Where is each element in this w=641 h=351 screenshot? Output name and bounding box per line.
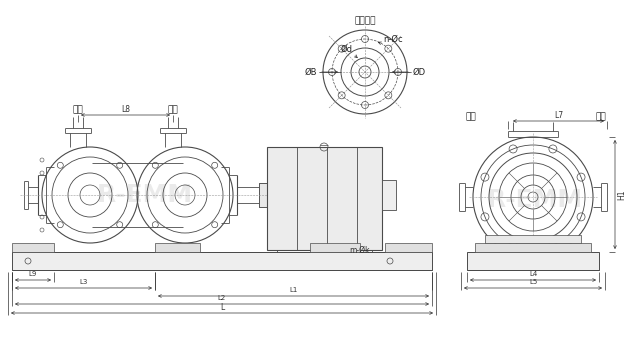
Text: L1: L1 [289, 287, 297, 293]
Text: L7: L7 [554, 111, 563, 119]
Text: R-EMM: R-EMM [97, 183, 193, 207]
Text: L3: L3 [79, 279, 88, 285]
Text: H1: H1 [617, 189, 626, 200]
Text: Ød: Ød [341, 45, 353, 53]
Bar [385, 243, 432, 252]
Text: L8: L8 [121, 105, 130, 113]
Text: ØB: ØB [304, 67, 317, 77]
Text: R-EMM: R-EMM [487, 188, 583, 212]
Bar [259, 183, 267, 207]
Bar [475, 243, 591, 252]
Text: 进气: 进气 [168, 106, 178, 114]
Text: L9: L9 [29, 271, 37, 277]
Bar [155, 243, 200, 252]
Text: L: L [220, 303, 224, 311]
Text: L2: L2 [218, 295, 226, 301]
Bar [382, 180, 396, 210]
Text: ØD: ØD [412, 67, 426, 77]
Bar [12, 252, 432, 270]
Bar [467, 252, 599, 270]
Text: 进气: 进气 [465, 113, 476, 121]
Text: 进排气口: 进排气口 [354, 16, 376, 26]
Bar [310, 243, 360, 252]
Text: L5: L5 [529, 279, 537, 285]
Text: 排气: 排气 [72, 106, 83, 114]
Bar [267, 147, 382, 250]
Text: L4: L4 [529, 271, 537, 277]
Text: 排气: 排气 [595, 113, 606, 121]
Text: n-Øc: n-Øc [383, 34, 403, 44]
Text: m-Øk: m-Øk [350, 245, 370, 254]
Bar [485, 235, 581, 243]
Bar [12, 243, 54, 252]
